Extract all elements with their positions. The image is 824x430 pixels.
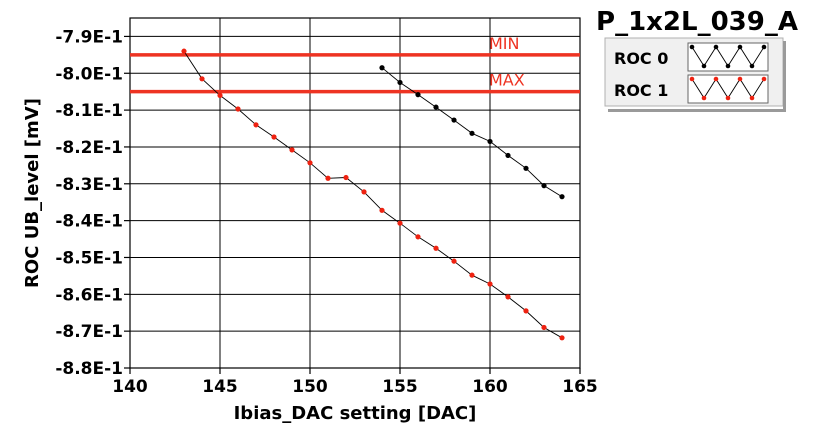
- legend-marker-roc1: [713, 76, 719, 82]
- data-point-roc1: [307, 160, 313, 166]
- legend: ROC 0 ROC 1: [604, 37, 786, 112]
- data-point-roc1: [469, 272, 475, 278]
- data-point-roc0: [541, 183, 547, 189]
- x-tick-label: 150: [292, 377, 328, 397]
- legend-marker-roc1: [761, 76, 767, 82]
- y-axis-ticks: -7.9E-1 -8.0E-1 -8.1E-1 -8.2E-1 -8.3E-1 -8.4E…: [55, 27, 130, 379]
- y-tick-label: -8.7E-1: [55, 322, 123, 342]
- data-point-roc1: [343, 174, 349, 181]
- x-tick-label: 165: [562, 377, 598, 397]
- data-point-roc1: [271, 134, 277, 140]
- data-point-roc0: [487, 138, 493, 145]
- data-point-roc1: [199, 76, 205, 82]
- y-tick-label: -8.3E-1: [55, 175, 123, 195]
- data-point-roc1: [505, 294, 511, 300]
- legend-marker-roc0: [749, 63, 755, 69]
- data-point-roc1: [541, 324, 547, 331]
- data-point-roc1: [289, 147, 295, 153]
- data-point-roc0: [415, 92, 421, 98]
- data-point-roc1: [559, 335, 565, 341]
- legend-marker-roc1: [737, 76, 743, 82]
- chart-title: P_1x2L_039_A: [596, 7, 798, 37]
- x-axis-label: Ibias_DAC setting [DAC]: [234, 403, 477, 424]
- legend-marker-roc1: [689, 76, 695, 82]
- x-axis-ticks: 140 145 150 155 160 165: [112, 368, 598, 397]
- legend-marker-roc1: [749, 95, 755, 101]
- data-point-roc1: [415, 234, 421, 240]
- data-point-roc1: [379, 207, 385, 213]
- x-tick-label: 145: [202, 377, 238, 397]
- legend-marks: [689, 44, 767, 101]
- legend-marker-roc1: [725, 95, 731, 101]
- y-tick-label: -8.2E-1: [55, 138, 123, 158]
- data-point-roc1: [487, 281, 493, 287]
- data-point-roc0: [505, 152, 511, 159]
- y-tick-label: -7.9E-1: [55, 27, 123, 47]
- data-point-roc1: [253, 122, 259, 128]
- data-point-roc0: [559, 194, 565, 200]
- data-point-roc0: [469, 130, 475, 136]
- data-point-roc1: [361, 189, 367, 195]
- legend-marker-roc0: [701, 63, 707, 69]
- x-tick-label: 155: [382, 377, 418, 397]
- y-tick-label: -8.8E-1: [55, 359, 123, 379]
- legend-marker-roc0: [761, 44, 767, 50]
- grid: [130, 18, 580, 368]
- data-point-roc1: [181, 48, 187, 54]
- data-point-roc1: [217, 92, 223, 98]
- y-tick-label: -8.5E-1: [55, 248, 123, 268]
- y-axis-label: ROC UB_level [mV]: [22, 98, 43, 288]
- legend-shadow-bottom: [608, 109, 786, 112]
- legend-label-roc1: ROC 1: [614, 81, 668, 100]
- data-point-roc1: [451, 258, 457, 264]
- plot-frame: [129, 17, 581, 369]
- threshold-label-min: MIN: [489, 34, 520, 53]
- data-point-roc0: [379, 65, 385, 71]
- legend-label-roc0: ROC 0: [614, 49, 668, 68]
- y-tick-label: -8.4E-1: [55, 212, 123, 232]
- data-point-roc0: [523, 165, 529, 171]
- legend-marker-roc0: [737, 44, 743, 50]
- threshold-lines: MIN MAX: [130, 34, 580, 94]
- data-point-roc0: [433, 104, 439, 110]
- legend-marker-roc0: [725, 63, 731, 69]
- series-layer: [181, 48, 565, 341]
- data-point-roc1: [433, 245, 439, 251]
- data-point-roc1: [397, 220, 403, 226]
- y-tick-label: -8.0E-1: [55, 64, 123, 84]
- legend-shadow: [783, 41, 786, 109]
- x-tick-label: 140: [112, 377, 148, 397]
- y-tick-label: -8.6E-1: [55, 285, 123, 305]
- legend-marker-roc0: [689, 44, 695, 50]
- legend-swatch-roc0: [687, 42, 769, 72]
- plot-area: MIN MAX: [129, 17, 581, 369]
- x-tick-label: 160: [472, 377, 508, 397]
- series-line-roc1: [183, 50, 563, 339]
- data-point-roc0: [397, 79, 403, 86]
- legend-marker-roc0: [713, 44, 719, 50]
- legend-marker-roc1: [701, 95, 707, 101]
- data-point-roc1: [325, 175, 331, 181]
- y-tick-label: -8.1E-1: [55, 101, 123, 121]
- data-point-roc1: [235, 106, 241, 112]
- data-point-roc0: [451, 117, 457, 123]
- threshold-label-max: MAX: [489, 71, 525, 90]
- data-point-roc1: [523, 308, 529, 314]
